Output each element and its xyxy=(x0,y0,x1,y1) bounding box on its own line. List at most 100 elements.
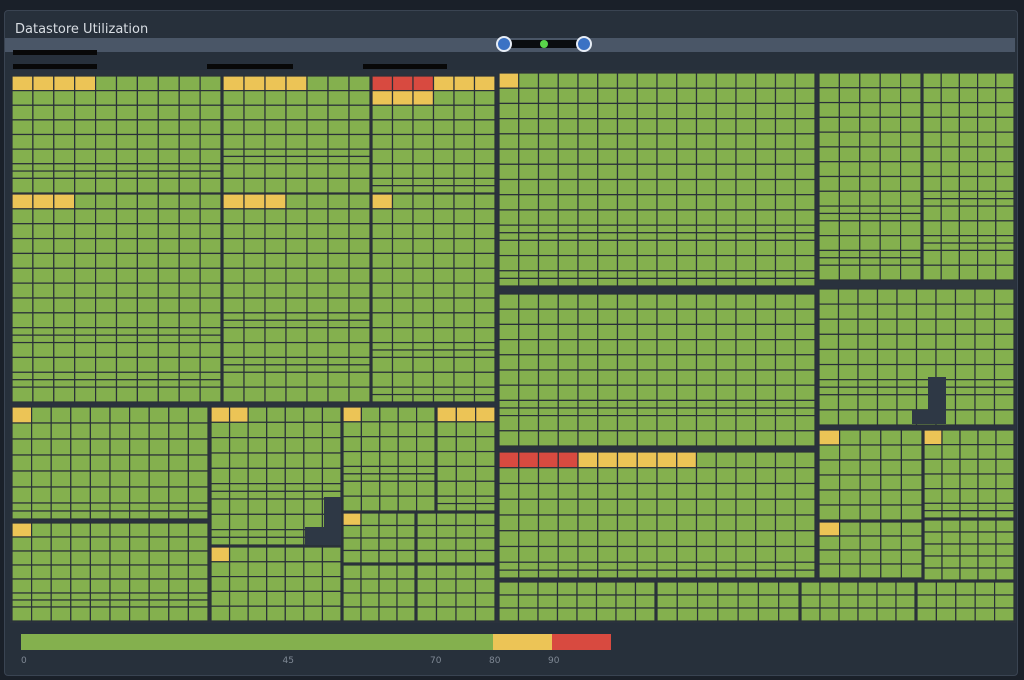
vm-cell[interactable] xyxy=(157,356,180,373)
vm-cell[interactable] xyxy=(656,194,678,211)
vm-cell[interactable] xyxy=(695,451,717,469)
vm-cell[interactable] xyxy=(859,474,882,491)
vm-cell[interactable] xyxy=(954,318,976,335)
vm-cell-warning[interactable] xyxy=(453,75,476,92)
vm-cell[interactable] xyxy=(284,536,305,546)
vm-cell[interactable] xyxy=(178,90,201,106)
vm-cell[interactable] xyxy=(636,530,658,548)
vm-cell[interactable] xyxy=(577,498,599,516)
vm-cell[interactable] xyxy=(475,465,496,482)
vm-cell[interactable] xyxy=(899,264,922,281)
vm-cell[interactable] xyxy=(977,444,997,460)
vm-cell[interactable] xyxy=(243,223,266,240)
vm-cell[interactable] xyxy=(285,193,308,210)
vm-cell[interactable] xyxy=(89,510,111,520)
vm-cell[interactable] xyxy=(371,163,394,179)
vm-cell[interactable] xyxy=(371,371,394,388)
vm-cell-warning[interactable] xyxy=(676,451,698,469)
vm-cell[interactable] xyxy=(993,288,1015,305)
vm-cell[interactable] xyxy=(199,341,222,359)
vm-cell[interactable] xyxy=(327,297,350,314)
vm-cell[interactable] xyxy=(518,407,540,417)
vm-cell[interactable] xyxy=(391,148,414,165)
vm-cell[interactable] xyxy=(498,232,520,241)
vm-cell[interactable] xyxy=(794,148,816,165)
vm-cell[interactable] xyxy=(178,267,201,284)
vm-cell[interactable] xyxy=(94,386,118,403)
vm-cell[interactable] xyxy=(556,607,578,622)
vm-cell[interactable] xyxy=(859,549,882,565)
vm-cell[interactable] xyxy=(473,267,496,284)
vm-cell[interactable] xyxy=(74,119,97,136)
vm-cell[interactable] xyxy=(115,237,138,255)
vm-cell[interactable] xyxy=(285,119,308,136)
vm-cell[interactable] xyxy=(136,193,159,210)
vm-cell[interactable] xyxy=(228,513,249,531)
vm-cell[interactable] xyxy=(432,312,455,329)
vm-cell[interactable] xyxy=(616,569,638,579)
vm-cell[interactable] xyxy=(306,282,329,299)
vm-cell[interactable] xyxy=(342,606,362,622)
vm-cell[interactable] xyxy=(935,409,957,426)
vm-cell[interactable] xyxy=(284,590,305,607)
vm-cell[interactable] xyxy=(597,514,619,532)
vm-cell[interactable] xyxy=(178,170,201,179)
vm-cell[interactable] xyxy=(371,386,394,396)
vm-cell[interactable] xyxy=(94,177,118,194)
vm-cell[interactable] xyxy=(391,341,414,351)
vm-cell[interactable] xyxy=(976,220,997,237)
vm-cell[interactable] xyxy=(837,363,859,381)
vm-cell[interactable] xyxy=(616,339,638,356)
vm-cell[interactable] xyxy=(379,406,399,423)
vm-cell[interactable] xyxy=(537,498,559,516)
vm-cell[interactable] xyxy=(199,133,222,150)
vm-cell[interactable] xyxy=(284,421,305,439)
vm-cell[interactable] xyxy=(498,339,520,356)
vm-cell[interactable] xyxy=(264,252,287,269)
vm-cell[interactable] xyxy=(266,605,286,622)
vm-cell[interactable] xyxy=(89,522,111,538)
vm-cell[interactable] xyxy=(348,327,371,344)
vm-cell[interactable] xyxy=(900,549,923,565)
vm-cell[interactable] xyxy=(391,104,414,121)
vm-cell[interactable] xyxy=(178,148,201,165)
vm-cell[interactable] xyxy=(243,148,266,158)
vm-cell[interactable] xyxy=(656,163,678,181)
vm-cell[interactable] xyxy=(284,437,305,454)
vm-cell[interactable] xyxy=(899,220,922,237)
vm-cell-warning[interactable] xyxy=(636,451,658,469)
vm-cell[interactable] xyxy=(187,510,209,520)
vm-cell[interactable] xyxy=(115,208,138,225)
vm-cell[interactable] xyxy=(676,133,698,150)
vm-cell[interactable] xyxy=(859,101,881,118)
vm-cell[interactable] xyxy=(577,277,599,287)
vm-cell[interactable] xyxy=(396,592,416,608)
vm-cell[interactable] xyxy=(577,369,599,386)
vm-cell[interactable] xyxy=(266,575,286,592)
vm-cell[interactable] xyxy=(755,163,777,181)
vm-cell[interactable] xyxy=(436,421,457,438)
vm-cell[interactable] xyxy=(695,293,717,310)
vm-cell[interactable] xyxy=(818,379,840,388)
vm-cell[interactable] xyxy=(397,480,418,497)
vm-cell[interactable] xyxy=(537,530,559,548)
vm-cell[interactable] xyxy=(837,348,859,366)
vm-cell[interactable] xyxy=(455,436,477,453)
vm-cell[interactable] xyxy=(774,561,796,571)
vm-cell[interactable] xyxy=(954,303,976,320)
vm-cell[interactable] xyxy=(954,333,976,351)
vm-cell[interactable] xyxy=(774,254,796,272)
vm-cell[interactable] xyxy=(266,437,286,454)
vm-cell[interactable] xyxy=(974,594,996,609)
vm-cell[interactable] xyxy=(187,599,209,608)
vm-cell[interactable] xyxy=(695,72,717,89)
vm-cell[interactable] xyxy=(284,605,305,622)
vm-cell[interactable] xyxy=(306,252,329,269)
vm-cell[interactable] xyxy=(342,421,362,438)
vm-cell[interactable] xyxy=(518,209,540,226)
vm-cell[interactable] xyxy=(556,594,578,609)
vm-cell[interactable] xyxy=(595,594,617,609)
vm-cell[interactable] xyxy=(391,252,414,269)
vm-cell[interactable] xyxy=(517,594,539,609)
vm-cell[interactable] xyxy=(391,312,414,329)
